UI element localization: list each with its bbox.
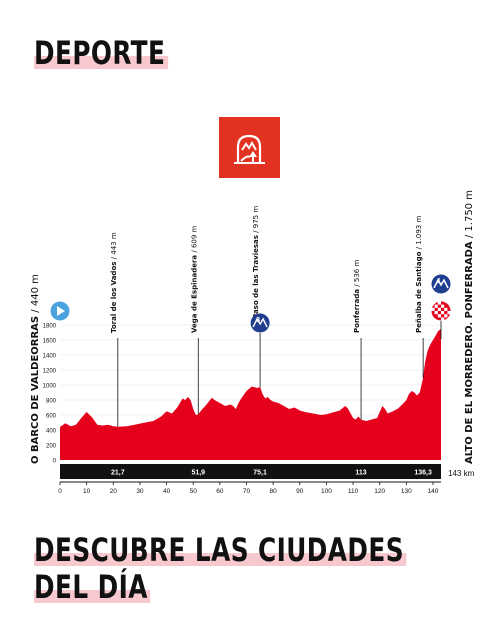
waypoint-name-3: Ponferrada (353, 289, 361, 333)
distance-bar-label-1: 51,9 (191, 470, 205, 477)
finish-category-label: 1 (437, 278, 441, 285)
waypoint-separator-1: / (190, 248, 198, 255)
x-tick-label-9: 90 (296, 488, 304, 495)
distance-bar-label-3: 113 (355, 470, 366, 477)
section-title-text: DEPORTE (34, 34, 168, 72)
x-tick-label-11: 110 (348, 488, 359, 495)
x-tick-label-1: 10 (83, 488, 91, 495)
y-tick-label-1: 200 (46, 444, 57, 450)
x-tick-label-8: 80 (270, 488, 278, 495)
finish-label: ALTO DE EL MORREDERO. PONFERRADA / 1.750… (464, 190, 475, 464)
finish-altitude: 1.750 m (464, 190, 475, 232)
x-tick-label-13: 130 (401, 488, 412, 495)
y-tick-label-0: 0 (53, 459, 57, 465)
y-tick-label-6: 1200 (43, 369, 57, 375)
waypoint-label-2: Paso de las Traviesas / 975 m (252, 206, 260, 319)
checker-cell (444, 314, 448, 318)
waypoint-name-0: Toral de los Vados (110, 262, 118, 333)
distance-bar-label-4: 136,3 (414, 470, 432, 477)
waypoint-altitude-4: 1.093 m (415, 216, 423, 245)
promo-title-line2: DEL DÍA (34, 568, 151, 606)
x-tick-label-5: 50 (190, 488, 198, 495)
checker-cell (444, 307, 448, 311)
waypoint-altitude-1: 609 m (190, 225, 198, 248)
distance-bar (60, 464, 441, 479)
waypoint-separator-3: / (353, 282, 361, 289)
waypoint-altitude-2: 975 m (252, 206, 260, 229)
checker-cell (447, 311, 451, 315)
start-name: O BARCO DE VALDEORRAS (30, 316, 41, 464)
finish-separator: / (464, 232, 475, 242)
checker-cell (434, 311, 438, 315)
total-distance-label: 143 km (448, 469, 475, 478)
distance-bar-label-0: 21,7 (111, 470, 125, 477)
checker-cell (437, 307, 441, 311)
x-tick-label-14: 140 (428, 488, 439, 495)
y-tick-label-2: 400 (46, 429, 57, 435)
y-tick-label-5: 1000 (43, 384, 57, 390)
waypoint-label-1: Vega de Espinadera / 609 m (190, 225, 198, 333)
elevation-profile-area (60, 328, 441, 460)
finish-name: ALTO DE EL MORREDERO. PONFERRADA (464, 241, 475, 464)
y-tick-label-4: 800 (46, 399, 57, 405)
finish-mountain-icon (433, 278, 449, 289)
x-tick-label-12: 120 (374, 488, 385, 495)
start-label: O BARCO DE VALDEORRAS / 440 m (30, 274, 41, 464)
waypoint-altitude-0: 443 m (110, 232, 118, 255)
mountain-finish-glyph (234, 134, 265, 164)
x-tick-label-10: 100 (321, 488, 332, 495)
waypoint-name-4: Peñalba de Santiago (415, 251, 423, 333)
x-tick-label-2: 20 (110, 488, 118, 495)
checker-cell (434, 304, 438, 308)
y-tick-label-3: 600 (46, 414, 57, 420)
x-tick-label-7: 70 (243, 488, 251, 495)
promo-title-line1: DESCUBRE LAS CIUDADES (34, 531, 407, 569)
checker-cell (437, 301, 441, 305)
waypoint-label-4: Peñalba de Santiago / 1.093 m (415, 216, 423, 333)
start-play-icon (57, 306, 65, 316)
x-tick-label-6: 60 (216, 488, 224, 495)
checker-cell (441, 304, 445, 308)
waypoint-name-1: Vega de Espinadera (190, 255, 198, 333)
x-tick-label-4: 40 (163, 488, 171, 495)
waypoint-separator-4: / (415, 245, 423, 252)
checker-cell (441, 311, 445, 315)
distance-bar-label-2: 75,1 (253, 470, 267, 477)
waypoint-altitude-3: 536 m (353, 260, 361, 283)
y-tick-label-7: 1400 (43, 354, 57, 360)
checker-cell (441, 317, 445, 321)
waypoint-label-3: Ponferrada / 536 m (353, 260, 361, 333)
waypoint-separator-0: / (110, 255, 118, 262)
start-altitude: 440 m (30, 274, 41, 306)
x-tick-label-3: 30 (136, 488, 144, 495)
waypoint-label-0: Toral de los Vados / 443 m (110, 232, 118, 333)
waypoint-name-2: Paso de las Traviesas (252, 235, 260, 319)
stage-profile-chart: Toral de los Vados / 443 m Vega de Espina… (30, 190, 475, 495)
promo-title[interactable]: DESCUBRE LAS CIUDADES DEL DÍA (34, 531, 407, 606)
mountain-finish-icon (219, 117, 280, 178)
y-tick-label-8: 1600 (43, 339, 57, 345)
x-tick-label-0: 0 (58, 488, 62, 495)
section-title: DEPORTE (34, 34, 168, 72)
checker-cell (431, 307, 435, 311)
waypoint-category-label-2: 3 (256, 317, 260, 324)
y-tick-label-9: 1800 (43, 324, 57, 330)
checker-cell (437, 314, 441, 318)
waypoint-separator-2: / (252, 228, 260, 235)
start-separator: / (30, 306, 41, 316)
waypoint-mountain-icon-2 (252, 317, 268, 328)
